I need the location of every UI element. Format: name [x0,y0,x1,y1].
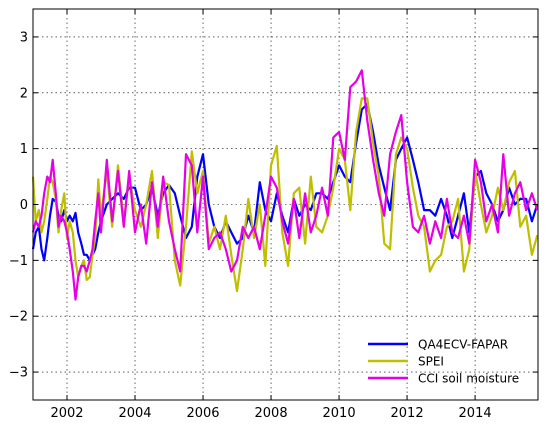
series-layer [31,69,539,301]
y-tick-label: −2 [9,310,28,325]
legend: QA4ECV-FAPAR SPEI CCI soil moisture [368,338,519,386]
y-tick-label: 0 [20,198,28,213]
ticks: 2002 2004 2006 2008 2010 2012 2014 3 2 1 0 −1 −2 −3 [9,9,538,421]
legend-label-qa4ecv-fapar: QA4ECV-FAPAR [418,338,508,352]
grid [33,9,538,400]
legend-label-spei: SPEI [418,355,444,369]
x-tick-label: 2002 [50,406,83,421]
y-tick-label: 1 [20,142,28,157]
legend-label-cci-soil-moisture: CCI soil moisture [418,372,519,386]
y-tick-label: −3 [9,366,28,381]
y-tick-label: −1 [9,254,28,269]
y-tick-label: 3 [20,30,28,45]
x-tick-label: 2012 [391,406,424,421]
y-tick-label: 2 [20,86,28,101]
x-tick-label: 2004 [118,406,151,421]
series-line-cci-soil-moisture [31,69,539,301]
x-tick-label: 2010 [323,406,356,421]
x-tick-label: 2006 [186,406,219,421]
x-tick-label: 2008 [255,406,288,421]
x-tick-label: 2014 [459,406,492,421]
